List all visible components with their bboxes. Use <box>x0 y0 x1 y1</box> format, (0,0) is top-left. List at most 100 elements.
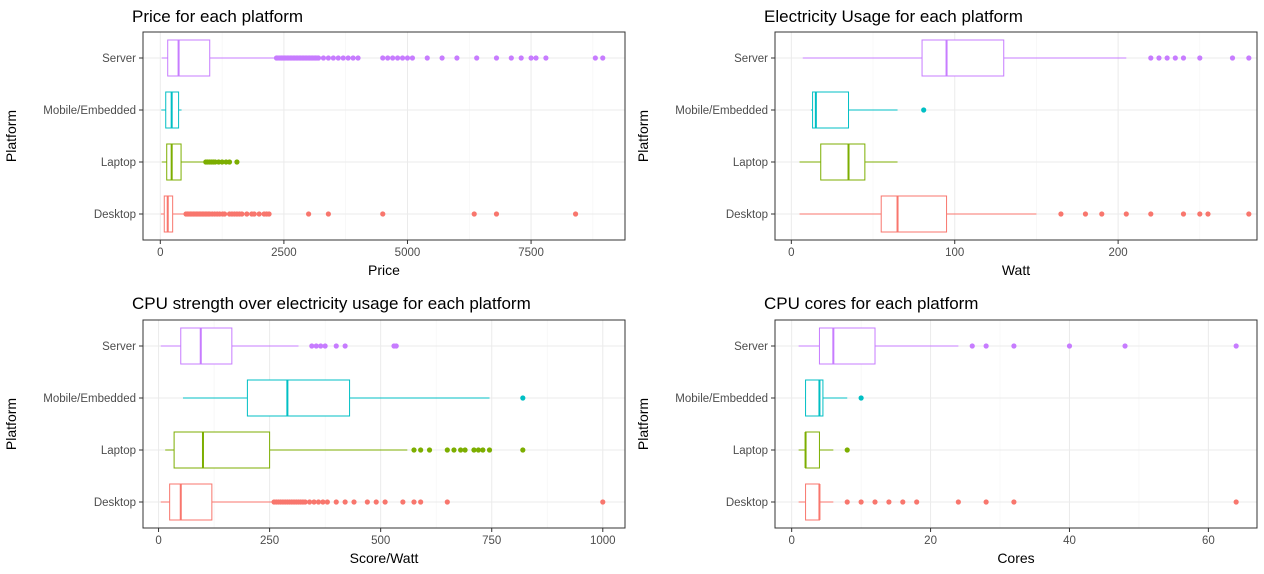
x-tick-label: 40 <box>1063 535 1076 547</box>
box-iqr <box>246 379 351 417</box>
outlier-point <box>325 55 331 61</box>
outlier-point <box>373 499 379 505</box>
panel-border <box>142 31 626 241</box>
chart-panel-2: Electricity Usage for each platform 0 100 2… <box>635 7 1258 278</box>
outlier-point <box>471 447 477 453</box>
outlier-point <box>528 55 534 61</box>
y-tick-label: Mobile/Embedded <box>43 105 136 117</box>
outlier-point <box>1058 211 1064 217</box>
outlier-point <box>955 499 961 505</box>
box-laptop <box>165 431 526 469</box>
outlier-point <box>886 499 892 505</box>
y-tick-label: Desktop <box>726 497 768 509</box>
chart-title: CPU cores for each platform <box>764 294 978 313</box>
box-iqr <box>167 39 211 77</box>
outlier-point <box>424 55 430 61</box>
y-tick-label: Desktop <box>726 209 768 221</box>
box-iqr <box>166 143 182 181</box>
outlier-point <box>592 55 598 61</box>
outlier-point <box>364 499 370 505</box>
outlier-point <box>1229 55 1236 61</box>
outlier-point <box>306 499 313 505</box>
outlier-point <box>418 447 424 453</box>
outlier-point <box>1148 55 1154 61</box>
chart-panel-3: CPU strength over electricity usage for … <box>3 294 626 566</box>
y-tick-label: Laptop <box>101 157 136 169</box>
outlier-point <box>244 211 250 217</box>
box-iqr <box>180 327 233 365</box>
outlier-point <box>251 211 257 217</box>
y-tick-label: Desktop <box>94 497 136 509</box>
outlier-point <box>380 211 386 217</box>
box-iqr <box>921 39 1005 77</box>
x-tick-label: 500 <box>371 535 390 547</box>
outlier-point <box>418 499 424 505</box>
box-laptop <box>799 143 898 181</box>
box-server <box>160 327 399 365</box>
outlier-point <box>858 395 864 401</box>
outlier-point <box>533 55 539 61</box>
outlier-point <box>858 499 864 505</box>
outlier-point <box>342 499 348 505</box>
y-axis-title: Platform <box>3 110 19 162</box>
outlier-point <box>493 211 500 217</box>
y-tick-label: Server <box>102 53 136 65</box>
outlier-point <box>342 343 348 349</box>
outlier-point <box>411 447 417 453</box>
outlier-point <box>1164 55 1170 61</box>
outlier-point <box>1123 211 1129 217</box>
y-tick-label: Mobile/Embedded <box>43 393 136 405</box>
outlier-point <box>325 211 331 217</box>
outlier-point <box>475 447 482 453</box>
y-tick-label: Laptop <box>733 157 768 169</box>
outlier-point <box>221 211 228 217</box>
box-server <box>802 39 1252 77</box>
box-iqr <box>805 483 820 521</box>
outlier-point <box>454 55 460 61</box>
box-iqr <box>812 91 850 129</box>
outlier-point <box>872 499 878 505</box>
box-iqr <box>169 483 213 521</box>
box-laptop <box>798 431 850 469</box>
outlier-point <box>474 55 480 61</box>
outlier-point <box>439 55 445 61</box>
box-mobile-embedded <box>161 91 182 129</box>
outlier-point <box>844 499 850 505</box>
y-tick-label: Server <box>734 341 768 353</box>
outlier-point <box>543 55 549 61</box>
outlier-point <box>393 343 399 349</box>
outlier-point <box>444 447 450 453</box>
outlier-point <box>226 159 233 165</box>
outlier-point <box>914 499 920 505</box>
outlier-point <box>335 55 341 61</box>
x-tick-label: 0 <box>155 535 161 547</box>
outlier-point <box>451 447 457 453</box>
outlier-point <box>256 211 262 217</box>
box-desktop <box>160 195 579 233</box>
chart-panel-1: Price for each platform 0 2500 5000 7500 Desk… <box>3 7 626 278</box>
outlier-point <box>333 499 339 505</box>
outlier-point <box>1233 499 1239 505</box>
y-tick-label: Laptop <box>733 445 768 457</box>
outlier-point <box>333 343 339 349</box>
x-tick-label: 250 <box>260 535 279 547</box>
box-mobile-embedded <box>805 379 864 417</box>
box-mobile-embedded <box>182 379 526 417</box>
x-tick-label: 0 <box>157 247 163 259</box>
box-laptop <box>161 143 240 181</box>
outlier-point <box>382 499 388 505</box>
outlier-point <box>239 211 245 217</box>
chart-title: Price for each platform <box>132 7 303 26</box>
outlier-point <box>471 211 477 217</box>
outlier-point <box>313 343 319 349</box>
outlier-point <box>1122 343 1128 349</box>
outlier-point <box>350 55 356 61</box>
outlier-point <box>409 55 416 61</box>
box-iqr <box>818 327 876 365</box>
x-axis-title: Cores <box>997 550 1034 566</box>
outlier-point <box>480 447 486 453</box>
outlier-point <box>404 55 411 61</box>
outlier-point <box>518 55 524 61</box>
outlier-point <box>266 211 272 217</box>
y-tick-label: Server <box>734 53 768 65</box>
